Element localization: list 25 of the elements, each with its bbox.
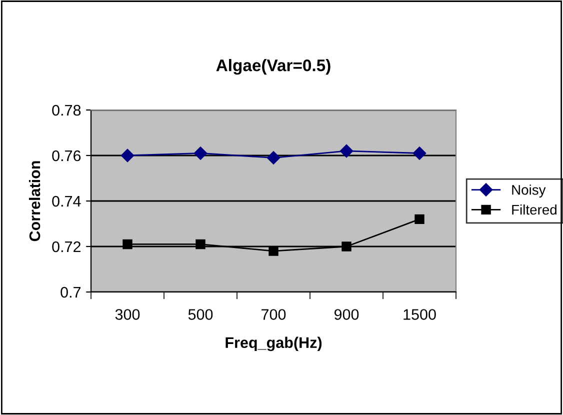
chart-title: Algae(Var=0.5)	[216, 59, 330, 75]
y-tick-label: 0.72	[52, 241, 81, 252]
point	[120, 148, 134, 162]
x-tick-label: 900	[334, 309, 359, 320]
legend-label: Filtered	[512, 204, 556, 215]
point	[340, 144, 354, 158]
point	[266, 151, 280, 164]
point	[194, 146, 208, 160]
point	[122, 239, 132, 250]
point	[414, 214, 424, 224]
x-axis-title: Freq_gab(Hz)	[226, 336, 322, 352]
y-tick-label: 0.78	[52, 104, 81, 116]
x-tick-label: 700	[262, 309, 286, 320]
point	[268, 246, 278, 256]
x-tick-label: 500	[188, 309, 213, 320]
legend-label: Noisy	[512, 184, 546, 198]
point	[196, 239, 206, 250]
y-tick-label: 0.7	[60, 286, 81, 298]
x-tick-label: 1500	[404, 309, 436, 320]
point	[342, 242, 352, 252]
y-axis-title: Correlation	[28, 161, 40, 242]
x-tick-label: 300	[115, 309, 140, 320]
y-tick-label: 0.74	[52, 196, 81, 207]
point	[412, 146, 426, 160]
y-tick-label: 0.76	[52, 150, 81, 162]
